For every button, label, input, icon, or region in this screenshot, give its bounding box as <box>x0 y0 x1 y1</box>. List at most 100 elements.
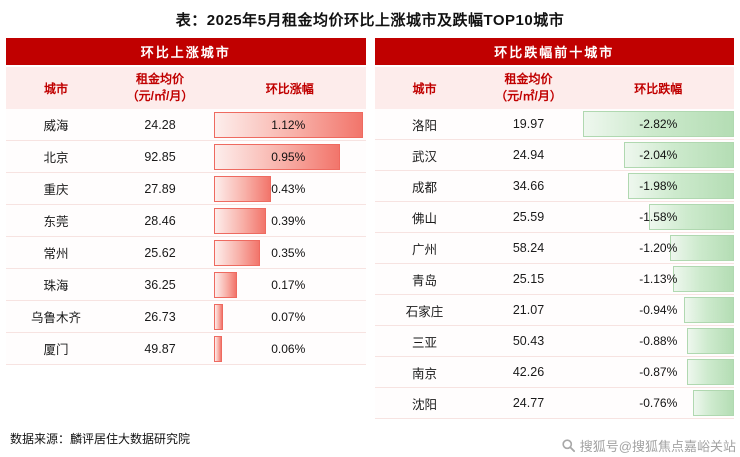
change-label: -1.98% <box>639 179 678 193</box>
table-row: 青岛 25.15 -1.13% <box>374 264 734 295</box>
change-label: -1.20% <box>639 241 678 255</box>
price-cell: 21.07 <box>512 303 545 317</box>
change-bar-zone: 0.35% <box>214 239 363 266</box>
price-cell: 50.43 <box>512 334 545 348</box>
change-bar-zone: -2.82% <box>582 111 734 137</box>
table-row: 石家庄 21.07 -0.94% <box>374 295 734 326</box>
decrease-bar <box>683 297 734 323</box>
city-cell: 威海 <box>43 119 69 133</box>
table-row: 东莞 28.46 0.39% <box>6 205 366 237</box>
change-label: 0.07% <box>271 309 306 324</box>
tables-container: 环比上涨城市 城市 租金均价 （元/㎡/月） 环比涨幅 威海 24.28 1.12%… <box>6 38 734 419</box>
increase-bar <box>214 207 266 234</box>
change-label: 0.95% <box>271 149 306 164</box>
page-title: 表：2025年5月租金均价环比上涨城市及跌幅TOP10城市 <box>175 12 565 29</box>
increase-bar <box>214 303 224 330</box>
column-header-city: 城市 <box>412 81 437 96</box>
increase-bar <box>214 111 363 138</box>
column-header-price-line2: （元/㎡/月） <box>126 89 194 103</box>
change-bar-zone: -0.87% <box>583 359 734 385</box>
change-bar-zone: 1.12% <box>214 111 363 138</box>
table-row: 沈阳 24.77 -0.76% <box>374 388 734 419</box>
decrease-bar <box>669 235 734 261</box>
decrease-bar <box>673 266 734 292</box>
change-bar-zone: -0.94% <box>583 297 734 323</box>
city-cell: 厦门 <box>43 343 69 357</box>
change-label: 0.17% <box>271 277 306 292</box>
price-cell: 26.73 <box>144 309 176 324</box>
change-label: 0.43% <box>271 181 306 196</box>
city-cell: 北京 <box>43 151 69 165</box>
change-bar-zone: 0.43% <box>214 175 363 202</box>
table-row: 厦门 49.87 0.06% <box>6 333 366 365</box>
price-cell: 28.46 <box>144 213 176 228</box>
table-row: 南京 42.26 -0.87% <box>374 357 734 388</box>
increase-bar <box>214 335 222 362</box>
increase-bar <box>214 143 340 170</box>
panel-right-column-header: 城市 租金均价 （元/㎡/月） 环比跌幅 <box>374 65 734 109</box>
change-label: 1.12% <box>271 117 306 132</box>
decrease-bar <box>627 173 734 199</box>
change-bar-zone: -1.20% <box>583 235 734 261</box>
table-row: 常州 25.62 0.35% <box>6 237 366 269</box>
price-cell: 24.28 <box>144 117 176 132</box>
change-label: -2.04% <box>639 148 678 162</box>
change-label: 0.06% <box>271 341 306 356</box>
price-cell: 34.66 <box>512 179 545 193</box>
increase-bar <box>214 175 271 202</box>
price-cell: 25.62 <box>144 245 176 260</box>
change-bar-zone: 0.39% <box>214 207 363 234</box>
increase-bar <box>214 271 237 298</box>
change-label: -0.88% <box>639 334 678 348</box>
table-row: 武汉 24.94 -2.04% <box>374 140 734 171</box>
city-cell: 广州 <box>411 242 437 257</box>
decrease-bar <box>582 111 734 137</box>
panel-left-header: 环比上涨城市 <box>6 38 366 65</box>
decrease-bar <box>687 359 734 385</box>
change-bar-zone: 0.07% <box>214 303 363 330</box>
change-bar-zone: -0.88% <box>583 328 734 354</box>
panel-right-rows: 洛阳 19.97 -2.82% 武汉 24.94 -2.04% 成都 34.66 -1.98% 佛… <box>374 109 734 419</box>
table-row: 佛山 25.59 -1.58% <box>374 202 734 233</box>
change-bar-zone: 0.17% <box>214 271 363 298</box>
change-label: 0.39% <box>271 213 306 228</box>
price-cell: 58.24 <box>512 241 545 255</box>
change-bar-zone: 0.06% <box>214 335 363 362</box>
change-label: -0.94% <box>639 303 678 317</box>
price-cell: 25.59 <box>512 210 545 224</box>
column-header-price: 租金均价 （元/㎡/月） <box>475 71 583 105</box>
change-bar-zone: -1.13% <box>583 266 734 292</box>
city-cell: 洛阳 <box>411 118 437 133</box>
change-bar-zone: 0.95% <box>214 143 363 170</box>
column-header-price-line1: 租金均价 <box>504 72 553 87</box>
city-cell: 青岛 <box>411 273 437 288</box>
change-label: -0.87% <box>639 365 678 379</box>
price-cell: 24.77 <box>512 396 545 410</box>
increase-bar <box>214 239 261 266</box>
change-label: -1.58% <box>639 210 678 224</box>
panel-rising-cities: 环比上涨城市 城市 租金均价 （元/㎡/月） 环比涨幅 威海 24.28 1.12%… <box>6 38 366 365</box>
city-cell: 南京 <box>411 366 437 381</box>
change-bar-zone: -1.98% <box>583 173 734 199</box>
decrease-bar <box>686 328 734 354</box>
price-cell: 42.26 <box>512 365 545 379</box>
change-label: -1.13% <box>639 272 678 286</box>
column-header-price-line1: 租金均价 <box>135 72 184 87</box>
watermark-text: 搜狐号@搜狐焦点嘉峪关站 <box>579 439 736 454</box>
price-cell: 36.25 <box>144 277 176 292</box>
price-cell: 92.85 <box>144 149 176 164</box>
change-label: -2.82% <box>639 117 678 131</box>
city-cell: 石家庄 <box>405 304 444 319</box>
city-cell: 常州 <box>43 247 69 261</box>
price-cell: 19.97 <box>512 117 545 131</box>
city-cell: 佛山 <box>411 211 437 226</box>
change-bar-zone: -2.04% <box>583 142 734 168</box>
change-bar-zone: -1.58% <box>583 204 734 230</box>
column-header-decrease: 环比跌幅 <box>634 81 683 96</box>
table-row: 成都 34.66 -1.98% <box>374 171 734 202</box>
table-row: 重庆 27.89 0.43% <box>6 173 366 205</box>
table-row: 珠海 36.25 0.17% <box>6 269 366 301</box>
table-row: 北京 92.85 0.95% <box>6 141 366 173</box>
panel-left-column-header: 城市 租金均价 （元/㎡/月） 环比涨幅 <box>6 65 366 109</box>
